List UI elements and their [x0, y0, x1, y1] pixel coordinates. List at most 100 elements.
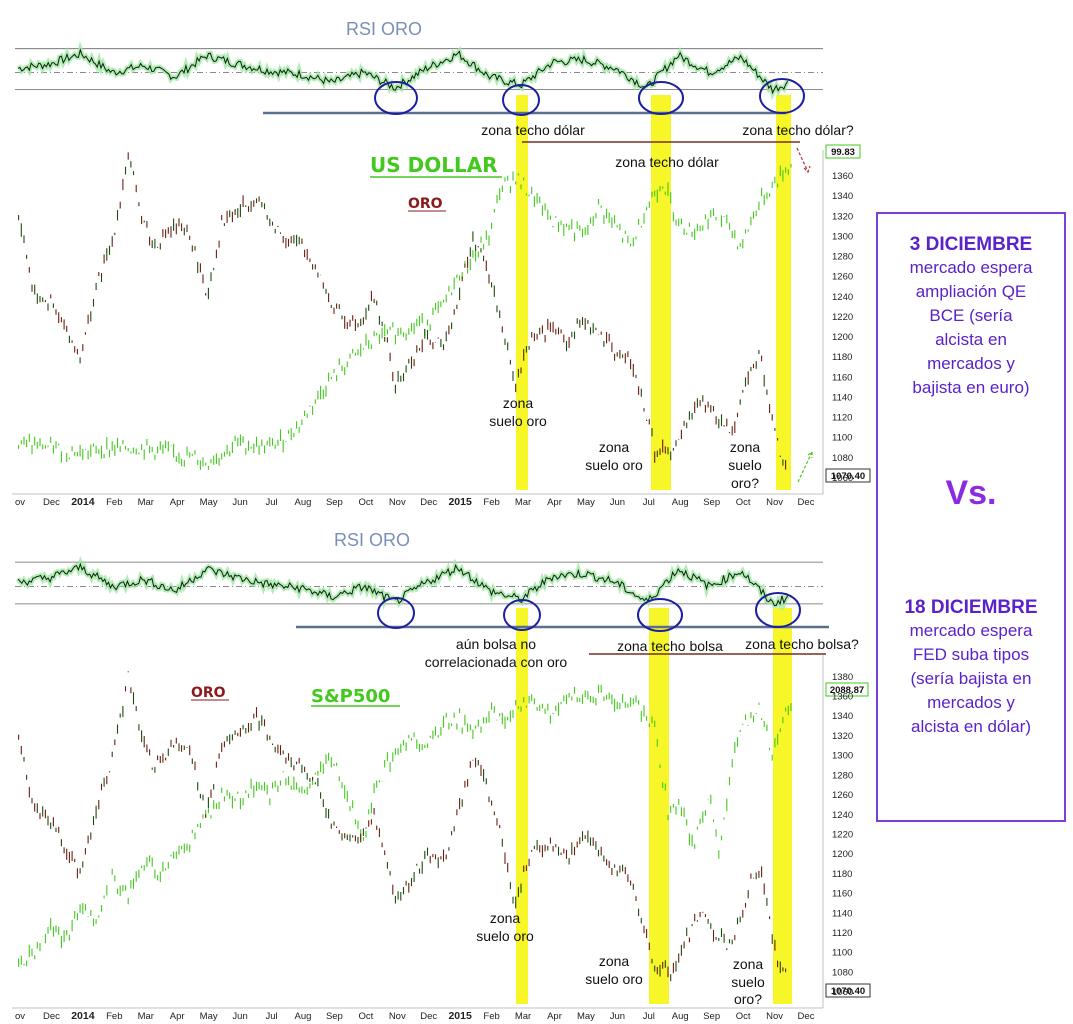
bottom-x-tick-label: ov	[15, 1011, 25, 1022]
bottom-rsi-oversold-circle	[637, 598, 683, 632]
event1-line-1: ampliación QE	[915, 282, 1027, 301]
top-y-tick-label: 1280	[832, 252, 853, 263]
top-x-tick-label: Nov	[766, 497, 783, 508]
top-y-tick-label: 1360	[832, 171, 853, 182]
top-x-tick-label: Apr	[170, 497, 185, 508]
bottom-x-tick-label: Aug	[295, 1011, 312, 1022]
badge-oro-bottom: 1070.40	[825, 983, 871, 998]
event2-line-3: mercados y	[927, 693, 1015, 712]
top-y-tick-label: 1080	[832, 453, 853, 464]
top-y-tick-label: 1120	[832, 413, 852, 424]
top-x-tick-label: Jul	[265, 497, 277, 508]
bottom-y-tick-label: 1240	[832, 810, 853, 821]
bottom-x-tick-label: Jul	[265, 1011, 277, 1022]
top-x-tick-label: ov	[15, 497, 25, 508]
top-x-tick-label: 2014	[71, 496, 95, 508]
legend-sp500: S&P500	[311, 686, 390, 707]
event2-title: 18 DICIEMBRE	[904, 597, 1038, 618]
top-x-tick-label: Apr	[547, 497, 562, 508]
top-x-tick-label: Dec	[420, 497, 437, 508]
top-rsi-glow	[17, 41, 790, 101]
bottom-y-tick-label: 1320	[832, 731, 853, 742]
top-rsi-oversold-circle	[638, 81, 684, 115]
top-x-tick-label: Feb	[483, 497, 499, 508]
top-highlight-band	[776, 95, 791, 490]
top-y-tick-label: 1300	[832, 231, 853, 242]
top-x-tick-label: Oct	[358, 497, 373, 508]
annot-bot-nota1b: correlacionada con oro	[425, 654, 568, 670]
annot-bot-techo3: zona techo bolsa?	[745, 636, 859, 652]
bottom-y-tick-label: 1140	[832, 908, 852, 919]
bottom-y-tick-label: 1220	[832, 829, 853, 840]
top-x-tick-label: Jun	[232, 497, 247, 508]
bottom-x-tick-label: Jun	[232, 1011, 247, 1022]
bottom-rsi-oversold-circle	[755, 592, 801, 628]
bottom-x-tick-label: Aug	[672, 1011, 689, 1022]
top-rsi-oversold-circle	[502, 84, 540, 116]
annot-top-suelo3b: suelo	[728, 457, 762, 473]
annot-top-suelo1b: suelo oro	[489, 413, 547, 429]
top-x-tick-label: May	[200, 497, 218, 508]
bottom-x-tick-label: Mar	[138, 1011, 154, 1022]
bottom-highlight-band	[773, 608, 792, 1004]
bottom-y-tick-label: 1120	[832, 928, 852, 939]
top-rsi-oversold-circle	[759, 78, 805, 114]
bottom-y-tick-label: 1260	[832, 790, 853, 801]
bottom-x-tick-label: 2014	[71, 1010, 95, 1022]
top-x-tick-label: Sep	[326, 497, 343, 508]
top-y-tick-label: 1100	[832, 433, 852, 444]
annot-bot-suelo2b: suelo oro	[585, 971, 643, 987]
bottom-y-tick-label: 1080	[832, 967, 853, 978]
bottom-x-tick-label: Dec	[798, 1011, 815, 1022]
bottom-y-tick-label: 1180	[832, 869, 852, 880]
top-y-tick-label: 1260	[832, 272, 853, 283]
badge-sp500-value: 2088.87	[830, 685, 864, 696]
badge-usdollar-value: 99.83	[831, 147, 855, 158]
bottom-y-tick-label: 1340	[832, 711, 853, 722]
top-x-tick-label: Aug	[295, 497, 312, 508]
bottom-x-tick-label: Apr	[547, 1011, 562, 1022]
badge-usdollar: 99.83	[825, 144, 861, 159]
top-y-tick-label: 1060	[832, 473, 853, 484]
top-x-tick-label: Jul	[643, 497, 655, 508]
top-x-tick-label: Dec	[43, 497, 60, 508]
bottom-x-tick-label: Apr	[170, 1011, 185, 1022]
top-highlight-band	[516, 95, 528, 490]
badge-oro-top-value: 1070.40	[831, 471, 865, 482]
bottom-y-tick-label: 1060	[832, 987, 853, 998]
annot-top-techo2: zona techo dólar	[615, 154, 719, 170]
badge-oro-bottom-value: 1070.40	[831, 986, 865, 997]
top-x-tick-label: Mar	[515, 497, 531, 508]
event1-line-5: bajista en euro)	[912, 378, 1030, 397]
bottom-highlight-band	[649, 608, 669, 1004]
annot-top-suelo2b: suelo oro	[585, 457, 643, 473]
top-y-tick-label: 1320	[832, 211, 853, 222]
annot-bot-suelo2a: zona	[599, 953, 630, 969]
annot-bot-techo2: zona techo bolsa	[617, 638, 723, 654]
bottom-y-tick-label: 1380	[832, 672, 853, 683]
annot-top-techo1: zona techo dólar	[481, 122, 585, 138]
bottom-x-tick-label: Oct	[358, 1011, 373, 1022]
bottom-x-tick-label: Jun	[610, 1011, 625, 1022]
bottom-y-tick-label: 1160	[832, 889, 852, 900]
bottom-x-tick-label: Nov	[766, 1011, 783, 1022]
bottom-x-tick-label: Dec	[43, 1011, 60, 1022]
top-x-tick-label: Mar	[138, 497, 154, 508]
bottom-rsi-oversold-circle	[377, 597, 415, 629]
top-y-tick-label: 1340	[832, 191, 853, 202]
annot-bot-nota1a: aún bolsa no	[456, 636, 536, 652]
annot-top-suelo1a: zona	[503, 395, 534, 411]
bottom-x-tick-label: Sep	[703, 1011, 720, 1022]
event2-line-2: (sería bajista en	[910, 669, 1032, 688]
bottom-x-tick-label: May	[577, 1011, 595, 1022]
top-x-tick-label: Nov	[389, 497, 406, 508]
event1-line-3: alcista en	[935, 330, 1007, 349]
event1-line-0: mercado espera	[909, 258, 1033, 277]
annot-top-techo3: zona techo dólar?	[742, 122, 854, 138]
top-y-tick-label: 1220	[832, 312, 853, 323]
versus-label: Vs.	[945, 474, 997, 512]
top-x-tick-label: 2015	[448, 496, 472, 508]
badge-sp500: 2088.87	[825, 682, 869, 697]
annot-bot-suelo3a: zona	[733, 956, 764, 972]
